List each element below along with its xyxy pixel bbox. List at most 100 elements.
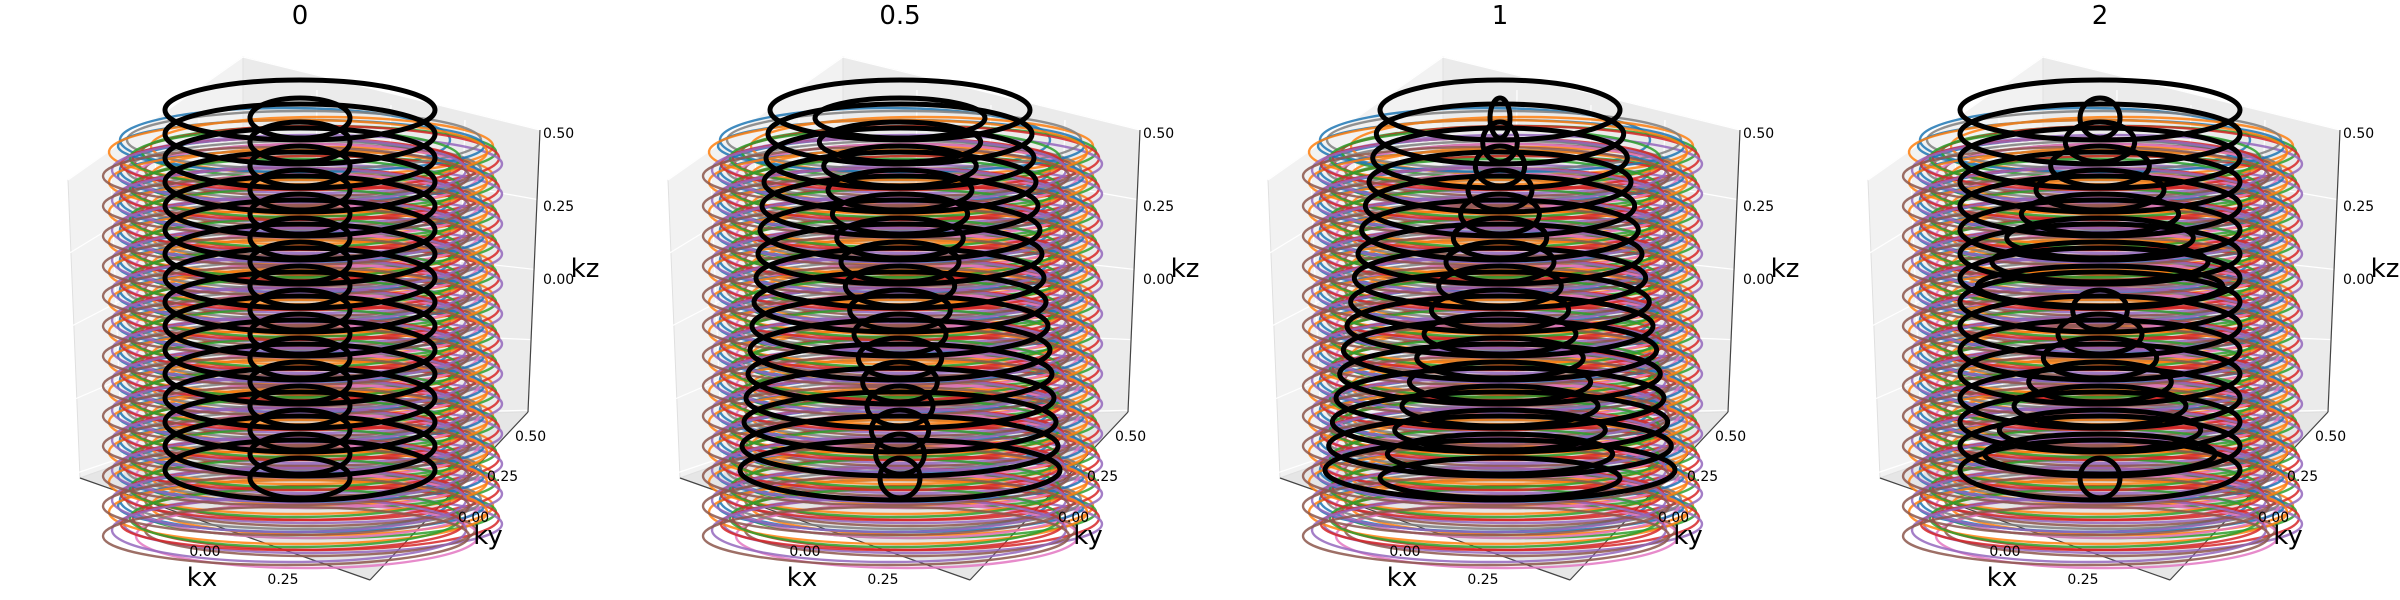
y-tick-label: 0.25 bbox=[1687, 469, 1718, 485]
highlight-helix-turn-inner bbox=[860, 359, 940, 405]
highlight-helix-turn-inner bbox=[247, 263, 353, 309]
x-axis-label: kx bbox=[187, 563, 217, 593]
highlight-helix-turn-inner bbox=[247, 191, 353, 237]
highlight-helix-turn-inner bbox=[2018, 191, 2182, 237]
y-tick-label: 0.25 bbox=[2287, 469, 2318, 485]
highlight-helix-turn-inner bbox=[816, 119, 984, 165]
y-tick-label: 0.50 bbox=[1115, 429, 1146, 445]
highlight-helix-turn-inner bbox=[247, 455, 353, 501]
highlight-helix-turn-inner bbox=[2055, 311, 2145, 357]
subplot-3: 0.00 0.25 0.00 0.25 0.50 0.00 0.25 0.50 2 kx ky kz bbox=[1867, 1, 2400, 593]
highlight-helix-turn-inner bbox=[873, 431, 927, 477]
y-tick-label: 0.00 bbox=[1058, 510, 1089, 526]
z-tick-label: 0.50 bbox=[1143, 126, 1174, 142]
highlight-helix-turn-inner bbox=[851, 311, 949, 357]
z-axis-line bbox=[1127, 129, 1141, 413]
y-axis-label: ky bbox=[1673, 521, 1703, 551]
highlight-helix-turn-inner bbox=[864, 383, 936, 429]
subplot-2: 0.00 0.25 0.00 0.25 0.50 0.00 0.25 0.50 1 kx ky kz bbox=[1267, 1, 1800, 593]
tick-labels: 0.00 0.25 0.00 0.25 0.50 0.00 0.25 0.50 bbox=[1989, 126, 2374, 588]
highlight-helix-turn-inner bbox=[1465, 167, 1535, 213]
y-tick-label: 0.50 bbox=[515, 429, 546, 445]
z-tick-label: 0.25 bbox=[1143, 199, 1174, 215]
background-helix-turn bbox=[701, 505, 1071, 567]
background-helix-turn bbox=[1301, 505, 1671, 567]
grid-line bbox=[67, 56, 244, 181]
highlight-helix-turn-inner bbox=[834, 215, 966, 261]
grid-line bbox=[667, 56, 844, 181]
x-tick-label: 0.00 bbox=[189, 544, 220, 560]
y-tick-label: 0.00 bbox=[2258, 510, 2289, 526]
z-axis-label: kz bbox=[1171, 254, 1200, 284]
highlight-helix-turn-inner bbox=[1989, 239, 2211, 285]
x-axis-label: kx bbox=[1387, 563, 1417, 593]
z-tick-label: 0.25 bbox=[1743, 199, 1774, 215]
highlight-helix-turn-inner bbox=[247, 383, 353, 429]
highlight-helix-turn-inner bbox=[1392, 407, 1608, 453]
z-axis-line bbox=[2327, 129, 2341, 413]
highlight-helix-turn-inner bbox=[1443, 239, 1557, 285]
highlight-trajectories bbox=[162, 77, 438, 503]
highlight-helix-turn-inner bbox=[1487, 95, 1513, 141]
highlight-helix-turn-inner bbox=[1377, 455, 1623, 501]
highlight-trajectories bbox=[1957, 77, 2243, 503]
x-tick-label: 0.25 bbox=[1467, 572, 1498, 588]
z-tick-label: 0.50 bbox=[543, 126, 574, 142]
y-axis-label: ky bbox=[2273, 521, 2303, 551]
highlight-helix-turn-inner bbox=[2062, 119, 2138, 165]
z-tick-label: 0.25 bbox=[2343, 199, 2374, 215]
highlight-trajectories bbox=[737, 77, 1063, 503]
subplot-1: 0.00 0.25 0.00 0.25 0.50 0.00 0.25 0.50 0.5 kx ky k… bbox=[667, 1, 1200, 593]
y-tick-label: 0.50 bbox=[2315, 429, 2346, 445]
background-helix-turn bbox=[1901, 445, 2271, 507]
y-tick-label: 0.50 bbox=[1715, 429, 1746, 445]
highlight-helix-turn-inner bbox=[247, 311, 353, 357]
highlight-helix-turn-inner bbox=[855, 335, 945, 381]
highlight-helix-turn-inner bbox=[1480, 119, 1520, 165]
x-tick-label: 0.00 bbox=[1389, 544, 1420, 560]
subplot-title: 2 bbox=[2092, 1, 2109, 31]
grid-line bbox=[1267, 56, 1444, 181]
z-tick-label: 0.50 bbox=[2343, 126, 2374, 142]
y-tick-label: 0.00 bbox=[1658, 510, 1689, 526]
grid-line bbox=[242, 56, 541, 131]
grid-line bbox=[842, 56, 1141, 131]
x-axis-label: kx bbox=[787, 563, 817, 593]
highlight-helix-turn-inner bbox=[2048, 143, 2152, 189]
z-axis-label: kz bbox=[1771, 254, 1800, 284]
highlight-helix-turn-inner bbox=[1996, 407, 2204, 453]
highlight-helix-turn-inner bbox=[247, 431, 353, 477]
x-tick-label: 0.00 bbox=[1989, 544, 2020, 560]
background-helix-turn bbox=[1901, 505, 2271, 567]
highlight-helix-turn-inner bbox=[868, 407, 932, 453]
x-tick-label: 0.25 bbox=[2067, 572, 2098, 588]
z-axis-label: kz bbox=[2371, 254, 2400, 284]
highlight-helix-turn-inner bbox=[247, 119, 353, 165]
grid-line bbox=[1442, 56, 1741, 131]
highlight-helix-turn-inner bbox=[829, 191, 971, 237]
highlight-helix-turn-inner bbox=[1458, 191, 1542, 237]
y-tick-label: 0.25 bbox=[487, 469, 518, 485]
tick-labels: 0.00 0.25 0.00 0.25 0.50 0.00 0.25 0.50 bbox=[789, 126, 1174, 588]
tick-labels: 0.00 0.25 0.00 0.25 0.50 0.00 0.25 0.50 bbox=[189, 126, 574, 588]
grid-line bbox=[2042, 56, 2341, 131]
highlight-helix-turn-inner bbox=[247, 335, 353, 381]
subplot-0: 0.00 0.25 0.00 0.25 0.50 0.00 0.25 0.50 0 kx ky kz bbox=[67, 1, 599, 593]
x-tick-label: 0.25 bbox=[867, 572, 898, 588]
highlight-helix-turn-inner bbox=[838, 239, 962, 285]
highlight-helix-turn-inner bbox=[1406, 359, 1594, 405]
highlight-helix-turn-inner bbox=[821, 143, 979, 189]
highlight-helix-turn-inner bbox=[2040, 335, 2160, 381]
subplot-title: 0 bbox=[292, 1, 309, 31]
highlight-helix-turn-inner bbox=[812, 95, 988, 141]
background-helix-turn bbox=[101, 505, 471, 567]
highlight-helix-turn-inner bbox=[2077, 455, 2123, 501]
tick-labels: 0.00 0.25 0.00 0.25 0.50 0.00 0.25 0.50 bbox=[1389, 126, 1774, 588]
z-tick-label: 0.00 bbox=[1743, 272, 1774, 288]
highlight-helix-turn-inner bbox=[247, 215, 353, 261]
grid-line bbox=[1867, 56, 2044, 181]
y-tick-label: 0.25 bbox=[1087, 469, 1118, 485]
highlight-helix-turn-inner bbox=[247, 239, 353, 285]
highlight-helix-turn-inner bbox=[247, 287, 353, 333]
